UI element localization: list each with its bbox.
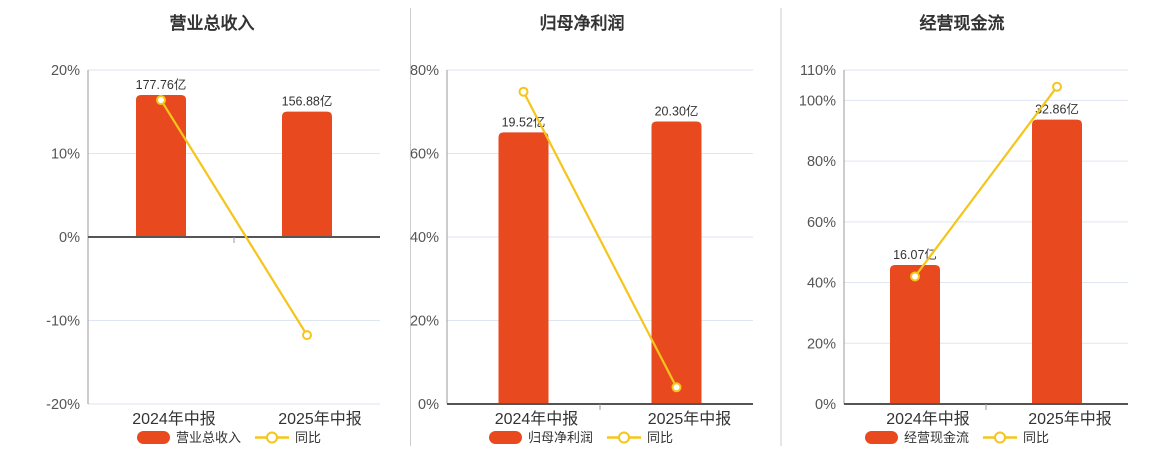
yoy-marker-net-profit-0[interactable] [518, 86, 529, 97]
legend-item-yoy[interactable]: 同比 [983, 430, 1049, 445]
y-axis-tick-label: 20% [410, 314, 439, 330]
yoy-marker-cash-flow-1[interactable] [1052, 81, 1062, 92]
x-category-label: 2025年中报 [648, 410, 732, 428]
legend-bar-swatch [137, 431, 170, 444]
y-axis-tick-label: 20% [807, 336, 836, 352]
bar-net-profit-1[interactable] [651, 121, 702, 404]
yoy-marker-cash-flow-0[interactable] [910, 271, 920, 282]
bar-revenue-0[interactable] [136, 94, 186, 238]
legend-label: 经营现金流 [904, 430, 969, 445]
y-axis-tick-label: 100% [799, 93, 836, 109]
legend-label: 营业总收入 [176, 430, 241, 445]
yoy-line [160, 99, 308, 336]
chart-title-cash-flow: 经营现金流 [919, 14, 1005, 33]
y-axis-tick-label: 40% [807, 276, 836, 292]
legend-label: 同比 [295, 430, 321, 445]
bar-cash-flow-0[interactable] [890, 264, 940, 404]
legend-item-net-profit[interactable]: 归母净利润 [489, 430, 593, 445]
bar-net-profit-0[interactable] [498, 132, 549, 404]
legend-line-marker-icon [618, 431, 630, 444]
yoy-marker-net-profit-1[interactable] [671, 382, 682, 393]
y-axis-tick-label: 60% [410, 147, 439, 163]
legend-label: 同比 [647, 430, 673, 445]
y-axis-tick-label: 10% [51, 147, 80, 163]
bar-value-label: 20.30亿 [655, 103, 699, 118]
chart-title-revenue: 营业总收入 [169, 14, 255, 33]
yoy-marker-revenue-0[interactable] [156, 95, 166, 106]
y-axis-tick-label: 80% [410, 63, 439, 79]
x-category-label: 2025年中报 [1028, 410, 1112, 428]
y-axis-tick-label: 0% [59, 230, 80, 246]
bar-cash-flow-1[interactable] [1032, 119, 1082, 404]
chart-panel-revenue: 20% 10% 0% -10% -20% 177.76亿 156.88亿 2024年中报 202… [46, 63, 380, 445]
legend-bar-swatch [865, 431, 898, 444]
legend-bar-swatch [489, 431, 522, 444]
legend-item-yoy[interactable]: 同比 [255, 430, 321, 445]
legend-item-revenue[interactable]: 营业总收入 [137, 430, 241, 445]
x-category-label: 2024年中报 [132, 410, 216, 428]
y-axis-tick-label: 80% [807, 154, 836, 170]
y-axis-tick-label: 110% [800, 63, 836, 79]
x-category-label: 2025年中报 [278, 410, 362, 428]
bar-value-label: 16.07亿 [893, 247, 937, 262]
chart-title-net-profit: 归母净利润 [539, 14, 625, 33]
legend-label: 归母净利润 [528, 430, 593, 445]
yoy-marker-revenue-1[interactable] [302, 330, 312, 341]
bar-value-label: 19.52亿 [502, 114, 546, 129]
legend-line-marker-icon [994, 431, 1006, 444]
legend-item-cash-flow[interactable]: 经营现金流 [865, 430, 969, 445]
y-axis-tick-label: -20% [46, 397, 80, 413]
x-category-label: 2024年中报 [495, 410, 579, 428]
y-axis-tick-label: 40% [410, 230, 439, 246]
y-axis-tick-label: 0% [815, 397, 836, 413]
yoy-line [914, 86, 1058, 278]
y-axis-tick-label: 20% [51, 63, 80, 79]
chart-panel-net-profit: 80% 60% 40% 20% 0% 19.52亿 20.30亿 2024年中报 2025年中报… [410, 63, 753, 445]
chart-panel-cash-flow: 110% 100% 80% 60% 40% 20% 0% 16.07亿 32.86亿 2024年中… [799, 63, 1128, 445]
legend-item-yoy[interactable]: 同比 [607, 430, 673, 445]
bar-value-label: 156.88亿 [282, 94, 333, 109]
legend-line-marker-icon [266, 431, 278, 444]
x-category-label: 2024年中报 [886, 410, 970, 428]
bar-value-label: 32.86亿 [1035, 102, 1079, 117]
y-axis-tick-label: 0% [418, 397, 439, 413]
y-axis-tick-label: -10% [46, 314, 80, 330]
y-axis-tick-label: 60% [807, 215, 836, 231]
yoy-line [522, 91, 678, 388]
legend-label: 同比 [1023, 430, 1049, 445]
bar-revenue-1[interactable] [282, 111, 332, 237]
bar-value-label: 177.76亿 [136, 77, 187, 92]
